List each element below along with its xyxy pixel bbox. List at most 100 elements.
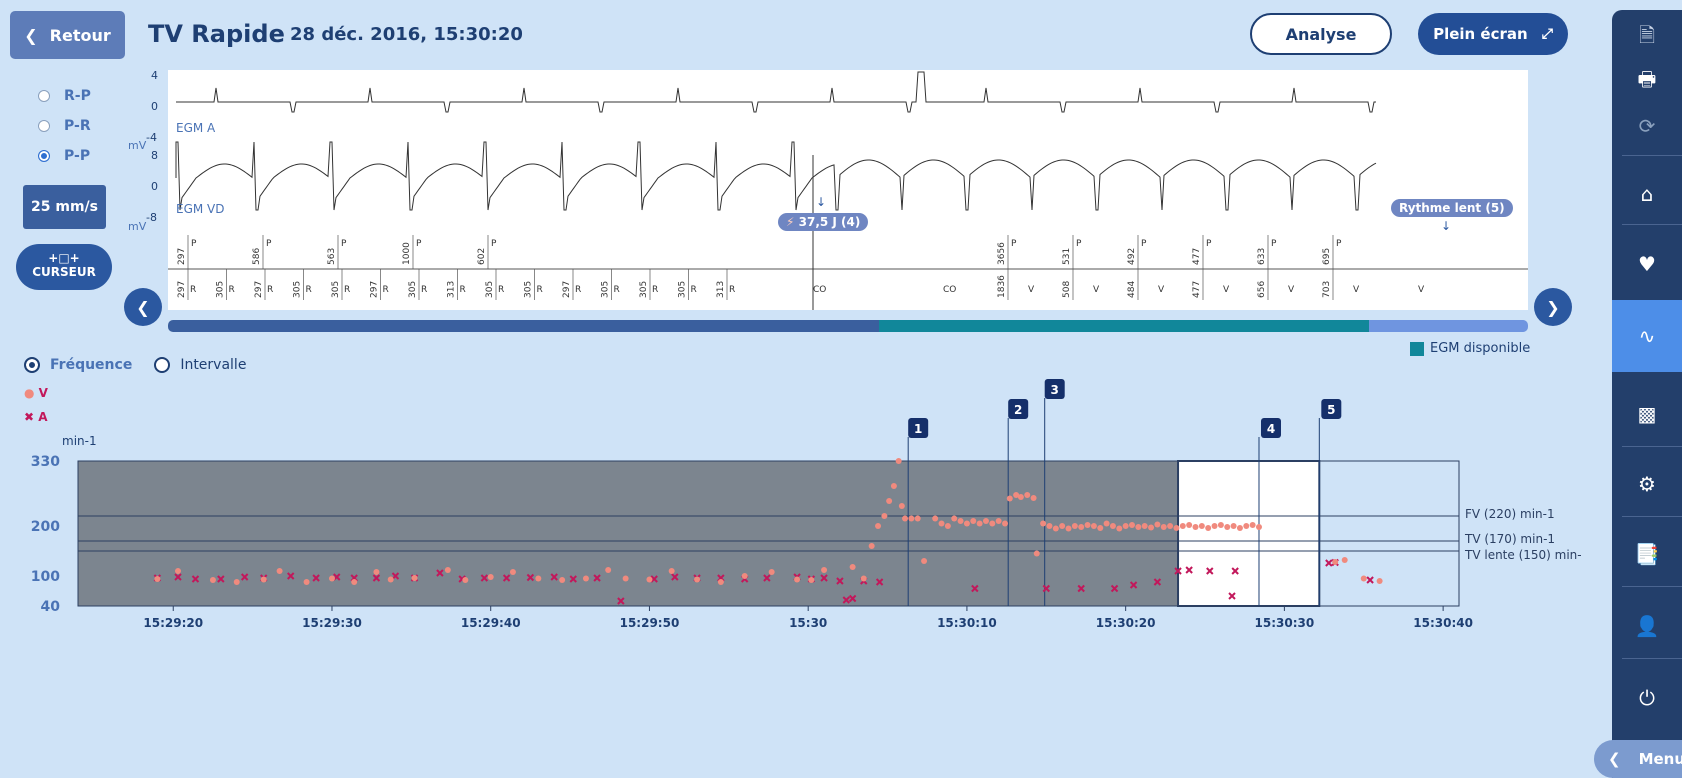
v-point xyxy=(932,515,939,522)
radio-pr-circle[interactable] xyxy=(38,120,50,132)
chevron-left-icon: ❮ xyxy=(24,25,38,45)
v-point xyxy=(982,518,989,524)
frequency-label[interactable]: Fréquence xyxy=(50,357,133,373)
user-icon[interactable]: 👤 xyxy=(1634,614,1660,638)
chevron-left-icon: ❮ xyxy=(136,297,150,317)
event-badge[interactable] xyxy=(1008,399,1029,419)
prev-button[interactable]: ❮ xyxy=(124,288,162,326)
x-tick-label: 15:30:20 xyxy=(1096,616,1156,630)
p-marker-label: P xyxy=(341,239,347,249)
v-point xyxy=(487,574,494,580)
radio-pp-circle[interactable] xyxy=(38,150,50,162)
egm-legend-label: EGM disponible xyxy=(1430,341,1531,356)
fullscreen-button[interactable]: Plein écran ⤢ xyxy=(1418,13,1568,55)
shock-badge[interactable]: ⚡ 37,5 J (4) xyxy=(778,213,869,231)
lightning-icon: ⚡ xyxy=(786,215,795,229)
v-point xyxy=(1059,523,1066,529)
event-badge-label: 5 xyxy=(1327,403,1335,417)
heart-settings-icon[interactable]: ♥ xyxy=(1638,252,1656,276)
legend-a-label: A xyxy=(38,410,48,424)
document-icon[interactable]: 🗎 xyxy=(1638,23,1656,47)
egm-vd-path xyxy=(175,141,1377,211)
menu-button[interactable]: ❮ Menu xyxy=(1594,740,1682,778)
a-point xyxy=(1174,567,1182,575)
v-point xyxy=(646,576,653,583)
v-point xyxy=(1024,492,1031,498)
radio-rp[interactable]: R-P xyxy=(38,88,91,104)
v-point xyxy=(868,543,875,549)
expand-icon: ⤢ xyxy=(1541,26,1553,42)
egm-scrollbar[interactable] xyxy=(168,320,1528,332)
a-point xyxy=(436,569,444,577)
sidebar-divider xyxy=(1622,224,1682,225)
v-point xyxy=(509,569,516,575)
slow-rhythm-badge[interactable]: Rythme lent (5) xyxy=(1391,199,1513,217)
speed-button[interactable]: 25 mm/s xyxy=(23,185,106,229)
v-point xyxy=(1090,523,1097,529)
print-icon[interactable]: 🖶 xyxy=(1637,67,1657,91)
sidebar-divider xyxy=(1622,658,1682,659)
v-point xyxy=(559,577,566,583)
v-point xyxy=(808,577,815,583)
v-point xyxy=(895,458,902,464)
v-point xyxy=(1211,523,1218,529)
event-marker-label: V xyxy=(1353,285,1360,295)
radio-pp[interactable]: P-P xyxy=(38,148,90,164)
radio-pr[interactable]: P-R xyxy=(38,118,91,134)
menu-label: Menu xyxy=(1638,750,1682,768)
v-point xyxy=(175,568,182,574)
event-badge[interactable] xyxy=(1321,399,1342,419)
event-marker-label: V xyxy=(1093,285,1100,295)
home-icon[interactable]: ⌂ xyxy=(1640,182,1654,206)
v-point xyxy=(328,575,335,582)
event-badge[interactable] xyxy=(1044,379,1065,399)
v-point xyxy=(622,575,629,582)
v-interval-label: 305 xyxy=(485,281,495,298)
egm-icon[interactable]: ∿ xyxy=(1612,300,1682,372)
selection-window[interactable] xyxy=(1177,460,1321,607)
p-interval-label: 531 xyxy=(1062,248,1072,265)
v-point xyxy=(881,513,888,519)
v-point xyxy=(276,568,283,574)
analyse-button[interactable]: Analyse xyxy=(1250,13,1392,55)
v-point xyxy=(1160,524,1167,530)
event-marker-label: R xyxy=(729,285,735,295)
v-point xyxy=(1179,523,1186,529)
egm-vd-tick-top: 8 xyxy=(151,149,158,162)
v-interval-label: 305 xyxy=(293,281,303,298)
event-marker-label: R xyxy=(652,285,658,295)
p-marker-label: P xyxy=(191,239,197,249)
v-point xyxy=(951,515,958,522)
radio-rp-circle[interactable] xyxy=(38,90,50,102)
y-axis-unit: min-1 xyxy=(62,434,97,448)
a-point xyxy=(593,574,601,582)
power-icon[interactable]: ⏻ xyxy=(1639,686,1655,710)
v-point xyxy=(970,518,977,524)
frequency-radio[interactable] xyxy=(24,357,40,373)
a-point xyxy=(286,572,295,580)
y-tick-label: 100 xyxy=(31,569,60,585)
sync-icon[interactable]: ⟳ xyxy=(1638,114,1656,138)
event-badge[interactable] xyxy=(1260,418,1281,438)
radio-pp-label: P-P xyxy=(64,148,91,164)
v-point xyxy=(1084,522,1091,528)
stats-icon[interactable]: ▩ xyxy=(1637,402,1657,426)
egm-vd-unit: mV xyxy=(128,220,147,233)
cursor-label: CURSEUR xyxy=(32,265,96,279)
cursor-button[interactable]: +□+ CURSEUR xyxy=(16,244,112,290)
v-point xyxy=(1141,523,1148,529)
a-point xyxy=(1366,576,1374,584)
settings-icon[interactable]: ⚙ xyxy=(1638,472,1656,496)
a-point xyxy=(550,573,558,581)
v-point xyxy=(1122,523,1129,529)
event-marker-label: R xyxy=(537,285,543,295)
v-interval-label: 305 xyxy=(639,281,649,298)
back-button[interactable]: ❮ Retour xyxy=(10,11,125,59)
next-button[interactable]: ❯ xyxy=(1534,288,1572,326)
interval-label[interactable]: Intervalle xyxy=(180,357,247,373)
report-icon[interactable]: 📑 xyxy=(1634,542,1660,566)
event-badge[interactable] xyxy=(908,418,929,438)
v-point xyxy=(1103,520,1110,527)
interval-radio[interactable] xyxy=(154,357,171,373)
